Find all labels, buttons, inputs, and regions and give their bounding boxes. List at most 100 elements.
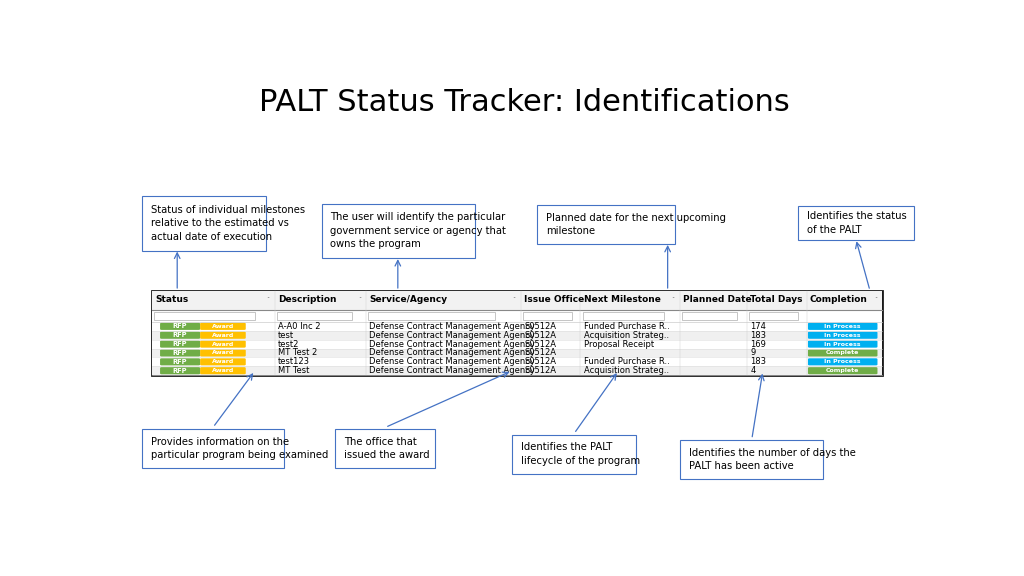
FancyBboxPatch shape [142,429,284,468]
Text: Award: Award [212,359,234,365]
Text: test2: test2 [278,340,299,348]
Text: MT Test 2: MT Test 2 [278,348,317,358]
FancyBboxPatch shape [798,206,913,240]
Text: The user will identify the particular
government service or agency that
owns the: The user will identify the particular go… [331,212,506,249]
Text: ˇ: ˇ [672,297,675,302]
Text: RFP: RFP [173,341,187,347]
Text: In Process: In Process [824,359,861,365]
Text: Complete: Complete [826,350,859,355]
Text: S0512A: S0512A [524,340,556,348]
Text: Award: Award [212,342,234,347]
FancyBboxPatch shape [808,350,878,357]
Text: Acquisition Strateg..: Acquisition Strateg.. [584,366,669,375]
Text: Service/Agency: Service/Agency [370,295,447,304]
FancyBboxPatch shape [200,332,246,339]
FancyBboxPatch shape [200,367,246,374]
FancyBboxPatch shape [808,358,878,365]
FancyBboxPatch shape [808,340,878,348]
Text: test: test [278,331,294,340]
Text: The office that
issued the award: The office that issued the award [344,437,429,460]
Text: 9: 9 [751,348,756,358]
Text: Award: Award [212,350,234,355]
Text: Defense Contract Management Agency: Defense Contract Management Agency [370,322,536,331]
Text: 169: 169 [751,340,766,348]
FancyBboxPatch shape [152,322,882,331]
FancyBboxPatch shape [152,357,882,366]
FancyBboxPatch shape [200,340,246,348]
Text: Description: Description [278,295,337,304]
FancyBboxPatch shape [278,312,352,320]
FancyBboxPatch shape [200,323,246,330]
Text: 183: 183 [751,331,766,340]
Text: 4: 4 [751,366,756,375]
FancyBboxPatch shape [538,205,675,244]
Text: S0512A: S0512A [524,348,556,358]
Text: Planned date for the next upcoming
milestone: Planned date for the next upcoming miles… [546,213,726,236]
Text: ˇ: ˇ [358,297,361,302]
Text: MT Test: MT Test [278,366,309,375]
Text: S0512A: S0512A [524,331,556,340]
Text: 174: 174 [751,322,766,331]
Text: Complete: Complete [826,368,859,373]
Text: Defense Contract Management Agency: Defense Contract Management Agency [370,348,536,358]
FancyBboxPatch shape [523,312,572,320]
FancyBboxPatch shape [152,340,882,348]
Text: Issue Office: Issue Office [524,295,585,304]
Text: Defense Contract Management Agency: Defense Contract Management Agency [370,340,536,348]
Text: Identifies the number of days the
PALT has been active: Identifies the number of days the PALT h… [689,448,856,471]
FancyBboxPatch shape [808,332,878,339]
FancyBboxPatch shape [160,323,200,330]
Text: In Process: In Process [824,333,861,338]
FancyBboxPatch shape [152,291,882,375]
FancyBboxPatch shape [682,312,737,320]
FancyBboxPatch shape [160,350,200,357]
FancyBboxPatch shape [155,312,255,320]
Text: In Process: In Process [824,324,861,329]
Text: Award: Award [212,333,234,338]
FancyBboxPatch shape [583,312,665,320]
Text: S0512A: S0512A [524,357,556,366]
FancyBboxPatch shape [808,367,878,374]
FancyBboxPatch shape [152,309,882,322]
FancyBboxPatch shape [200,350,246,357]
Text: Award: Award [212,324,234,329]
FancyBboxPatch shape [160,367,200,374]
Text: A-A0 Inc 2: A-A0 Inc 2 [278,322,321,331]
FancyBboxPatch shape [680,440,823,479]
Text: PALT Status Tracker: Identifications: PALT Status Tracker: Identifications [259,88,791,117]
Text: ˇ: ˇ [739,297,742,302]
Text: Planned Date: Planned Date [683,295,752,304]
Text: Acquisition Strateg..: Acquisition Strateg.. [584,331,669,340]
Text: Defense Contract Management Agency: Defense Contract Management Agency [370,357,536,366]
Text: S0512A: S0512A [524,322,556,331]
Text: Defense Contract Management Agency: Defense Contract Management Agency [370,366,536,375]
Text: RFP: RFP [173,323,187,329]
FancyBboxPatch shape [322,203,475,258]
Text: ˇ: ˇ [513,297,516,302]
FancyBboxPatch shape [152,291,882,309]
Text: Funded Purchase R..: Funded Purchase R.. [584,322,670,331]
Text: Award: Award [212,368,234,373]
Text: Identifies the status
of the PALT: Identifies the status of the PALT [807,211,906,235]
Text: Next Milestone: Next Milestone [584,295,660,304]
Text: test123: test123 [278,357,310,366]
Text: Provides information on the
particular program being examined: Provides information on the particular p… [151,437,329,460]
FancyBboxPatch shape [512,434,636,473]
FancyBboxPatch shape [335,429,435,468]
Text: Identifies the PALT
lifecycle of the program: Identifies the PALT lifecycle of the pro… [521,442,640,466]
Text: Total Days: Total Days [751,295,803,304]
Text: S0512A: S0512A [524,366,556,375]
Text: Funded Purchase R..: Funded Purchase R.. [584,357,670,366]
FancyBboxPatch shape [808,323,878,330]
FancyBboxPatch shape [160,332,200,339]
Text: RFP: RFP [173,332,187,338]
Text: 183: 183 [751,357,766,366]
Text: RFP: RFP [173,359,187,365]
FancyBboxPatch shape [152,366,882,375]
Text: RFP: RFP [173,350,187,356]
Text: ˇ: ˇ [267,297,270,302]
FancyBboxPatch shape [369,312,496,320]
Text: In Process: In Process [824,342,861,347]
FancyBboxPatch shape [152,331,882,340]
Text: Defense Contract Management Agency: Defense Contract Management Agency [370,331,536,340]
